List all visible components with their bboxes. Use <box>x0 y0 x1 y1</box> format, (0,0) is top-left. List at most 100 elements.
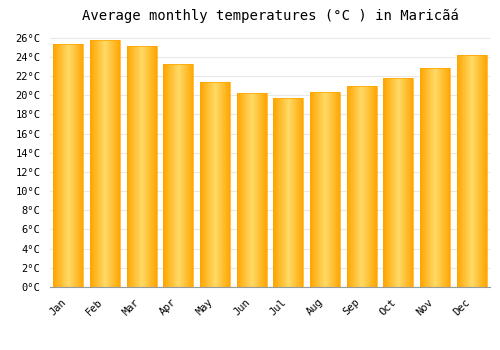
Bar <box>441 68 442 287</box>
Bar <box>210 82 211 287</box>
Bar <box>148 46 149 287</box>
Bar <box>480 55 482 287</box>
Bar <box>214 82 215 287</box>
Bar <box>131 46 132 287</box>
Bar <box>405 78 406 287</box>
Bar <box>185 64 186 287</box>
Bar <box>130 46 131 287</box>
Bar <box>412 78 413 287</box>
Bar <box>257 93 258 287</box>
Bar <box>282 98 283 287</box>
Bar <box>384 78 385 287</box>
Bar <box>430 68 431 287</box>
Bar <box>460 55 461 287</box>
Bar <box>312 92 313 287</box>
Bar <box>97 41 98 287</box>
Bar <box>200 82 201 287</box>
Bar <box>411 78 412 287</box>
Bar <box>168 64 170 287</box>
Bar <box>126 46 156 287</box>
Bar <box>115 41 116 287</box>
Bar <box>433 68 434 287</box>
Bar <box>449 68 450 287</box>
Bar <box>104 41 105 287</box>
Bar <box>54 44 84 287</box>
Bar <box>406 78 407 287</box>
Bar <box>424 68 425 287</box>
Bar <box>299 98 300 287</box>
Bar <box>229 82 230 287</box>
Bar <box>202 82 203 287</box>
Bar <box>302 98 303 287</box>
Bar <box>387 78 388 287</box>
Bar <box>392 78 393 287</box>
Bar <box>236 93 266 287</box>
Bar <box>80 44 81 287</box>
Bar <box>485 55 486 287</box>
Bar <box>408 78 409 287</box>
Bar <box>331 92 332 287</box>
Bar <box>374 85 375 287</box>
Bar <box>61 44 62 287</box>
Bar <box>352 85 353 287</box>
Bar <box>252 93 253 287</box>
Bar <box>126 46 127 287</box>
Bar <box>298 98 299 287</box>
Bar <box>216 82 217 287</box>
Bar <box>205 82 206 287</box>
Bar <box>350 85 351 287</box>
Bar <box>96 41 97 287</box>
Bar <box>240 93 241 287</box>
Bar <box>111 41 112 287</box>
Bar <box>362 85 363 287</box>
Bar <box>314 92 315 287</box>
Bar <box>227 82 228 287</box>
Bar <box>90 41 91 287</box>
Bar <box>398 78 399 287</box>
Bar <box>137 46 138 287</box>
Bar <box>180 64 182 287</box>
Bar <box>54 44 55 287</box>
Bar <box>105 41 106 287</box>
Bar <box>260 93 262 287</box>
Bar <box>164 64 194 287</box>
Bar <box>223 82 224 287</box>
Bar <box>103 41 104 287</box>
Bar <box>207 82 208 287</box>
Bar <box>155 46 156 287</box>
Bar <box>351 85 352 287</box>
Bar <box>209 82 210 287</box>
Bar <box>244 93 245 287</box>
Bar <box>420 68 421 287</box>
Bar <box>346 85 376 287</box>
Bar <box>110 41 111 287</box>
Bar <box>245 93 246 287</box>
Bar <box>239 93 240 287</box>
Bar <box>67 44 68 287</box>
Bar <box>274 98 275 287</box>
Bar <box>277 98 278 287</box>
Bar <box>79 44 80 287</box>
Bar <box>457 55 458 287</box>
Bar <box>280 98 281 287</box>
Bar <box>250 93 251 287</box>
Bar <box>276 98 277 287</box>
Bar <box>388 78 390 287</box>
Bar <box>178 64 179 287</box>
Bar <box>238 93 239 287</box>
Bar <box>91 41 92 287</box>
Bar <box>440 68 441 287</box>
Bar <box>289 98 290 287</box>
Bar <box>313 92 314 287</box>
Bar <box>83 44 84 287</box>
Bar <box>226 82 227 287</box>
Bar <box>484 55 485 287</box>
Bar <box>446 68 447 287</box>
Bar <box>366 85 367 287</box>
Bar <box>444 68 445 287</box>
Bar <box>336 92 337 287</box>
Bar <box>297 98 298 287</box>
Bar <box>355 85 356 287</box>
Bar <box>334 92 335 287</box>
Bar <box>436 68 437 287</box>
